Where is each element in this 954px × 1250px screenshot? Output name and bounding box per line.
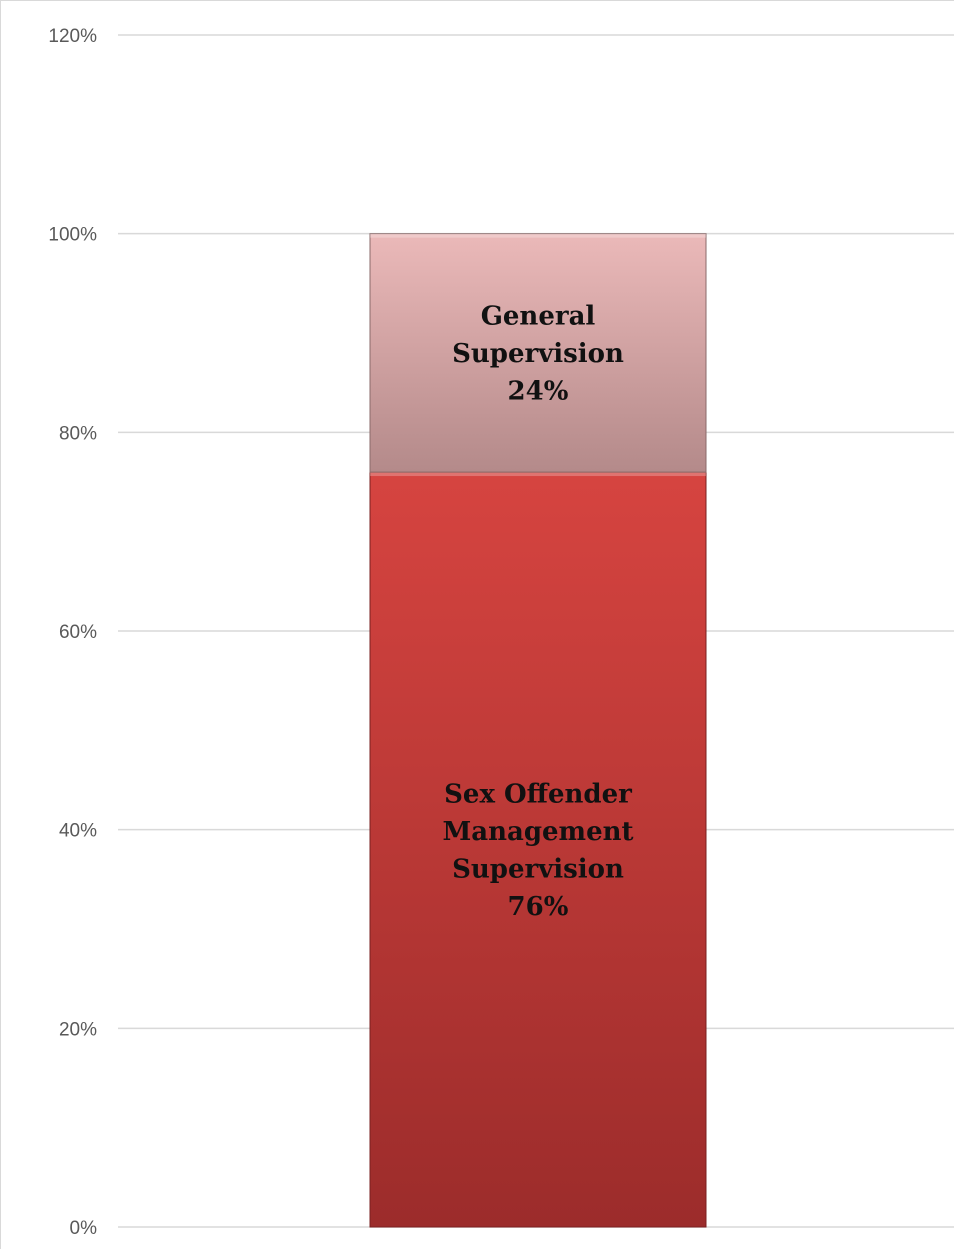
data-label-line: Sex Offender [444, 779, 632, 809]
y-tick-label: 20% [59, 1019, 97, 1040]
data-label-sex-offender-management: Sex Offender Management Supervision 76% [442, 779, 633, 922]
bar-segment-highlight [370, 472, 706, 477]
y-tick-label: 100% [48, 225, 97, 246]
segment-data-labels: Sex Offender Management Supervision 76% Gene… [442, 301, 633, 921]
y-tick-label: 80% [59, 423, 97, 444]
data-label-line: Management [442, 817, 633, 847]
data-label-general-supervision: General Supervision 24% [452, 301, 624, 406]
data-label-line: Supervision [452, 854, 624, 884]
bar-segments [369, 233, 707, 1228]
y-tick-label: 60% [59, 622, 97, 643]
y-axis-tick-labels: 0% 20% 40% 60% 80% 100% 120% [48, 26, 97, 1239]
y-tick-label: 40% [59, 821, 97, 842]
y-tick-label: 120% [48, 26, 97, 47]
data-label-line: General [481, 301, 596, 331]
data-label-line: 76% [508, 892, 569, 922]
bar-segment-general-supervision [369, 233, 707, 473]
data-label-line: 24% [508, 376, 569, 406]
bar-segment-highlight [370, 233, 706, 238]
data-label-line: Supervision [452, 339, 624, 369]
bar-segment-sex-offender-management [369, 471, 707, 1228]
y-tick-label: 0% [70, 1218, 98, 1239]
